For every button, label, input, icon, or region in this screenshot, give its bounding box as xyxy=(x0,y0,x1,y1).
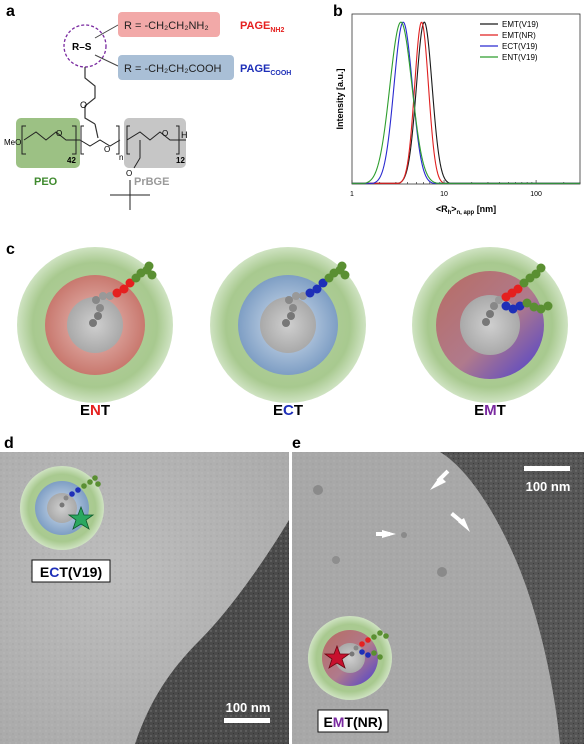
label-box-d xyxy=(31,559,111,583)
panel-letter-d: d xyxy=(4,435,14,452)
panel-letter-e: e xyxy=(292,435,301,452)
label-box-e xyxy=(317,709,389,733)
legend-label: EMT(V19) xyxy=(502,20,539,29)
plot-frame xyxy=(351,13,581,185)
inset-micelle-emt xyxy=(308,616,392,700)
y-axis-label: Intensity [a.u.] xyxy=(335,68,345,129)
scalebar-label-e: 100 nm xyxy=(526,479,571,494)
series-line xyxy=(352,21,580,184)
amine-formula: R = -CH₂CH₂NH₂ xyxy=(124,20,209,32)
legend-label: EMT(NR) xyxy=(502,31,536,40)
micelle-label-emt: EMT xyxy=(474,402,506,419)
polymer-chain-ect xyxy=(282,261,350,327)
oxygen-sidechain: O xyxy=(80,100,87,110)
repeat-n: n xyxy=(119,153,123,162)
panel-c: c ENT xyxy=(6,241,568,419)
page-nh2-label: PAGENH2 xyxy=(240,20,284,34)
x-tick-label: 1 xyxy=(350,191,354,198)
x-tick-label: 100 xyxy=(530,191,542,198)
polymer-chain-ent xyxy=(89,261,157,327)
panel-letter-c: c xyxy=(6,241,15,258)
scalebar-d xyxy=(224,718,270,723)
micelle-label-ect: ECT xyxy=(273,402,303,419)
peo-bracket-left xyxy=(21,125,26,155)
prbge-label: PrBGE xyxy=(134,176,169,188)
peo-chain xyxy=(23,131,80,141)
micelle-ect: ECT xyxy=(210,247,366,419)
tbutyl-oxygen: O xyxy=(126,169,132,178)
micelle-ent: ENT xyxy=(17,247,173,419)
meo-label: MeO xyxy=(4,138,21,147)
panel-letter-a: a xyxy=(6,3,15,20)
series-line xyxy=(352,21,580,184)
prbge-oxygen: O xyxy=(162,129,168,138)
peo-repeat-count: 42 xyxy=(67,156,76,165)
x-tick-label: 10 xyxy=(440,191,448,198)
panel-letter-b: b xyxy=(333,3,343,20)
rs-connector-bottom xyxy=(94,54,119,67)
acid-formula: R = -CH₂CH₂COOH xyxy=(124,63,222,75)
inset-micelle-ect xyxy=(20,466,104,550)
panel-b: b Intensity [a.u.] <Rh>n, app [nm] 1 10 10… xyxy=(333,3,581,216)
micelle-emt: EMT xyxy=(412,247,568,419)
panel-e: e 100 nm xyxy=(292,435,584,744)
arrow-icons xyxy=(376,469,470,538)
side-chain xyxy=(84,67,96,125)
dls-chart: Intensity [a.u.] <Rh>n, app [nm] 1 10 100 … xyxy=(335,13,581,216)
amine-box xyxy=(118,12,220,37)
legend-label: ENT(V19) xyxy=(502,53,538,62)
peo-oxygen: O xyxy=(56,129,62,138)
polymer-chain-emt xyxy=(482,263,553,326)
x-axis-label: <Rh>n, app [nm] xyxy=(436,204,496,216)
prbge-core xyxy=(460,295,520,355)
rs-connector-top xyxy=(94,24,119,39)
prbge-chain xyxy=(126,131,186,141)
peo-label: PEO xyxy=(34,176,58,188)
prbge-repeat-count: 12 xyxy=(176,156,185,165)
scalebar-e xyxy=(524,466,570,471)
fluorophore-star-icon xyxy=(67,505,95,530)
rs-label: R–S xyxy=(72,42,92,53)
side-chain-link xyxy=(94,123,99,139)
middle-chain xyxy=(79,139,121,147)
scalebar-label-d: 100 nm xyxy=(226,700,271,715)
tbutyl-link xyxy=(133,140,141,169)
legend-label: ECT(V19) xyxy=(502,42,538,51)
acid-box xyxy=(118,55,234,80)
middle-bracket-left xyxy=(80,125,84,155)
peo-box xyxy=(16,118,80,168)
middle-bracket-right xyxy=(116,125,120,155)
series-line xyxy=(352,21,580,184)
label-ect-v19: ECT(V19) xyxy=(40,564,102,580)
middle-oxygen: O xyxy=(104,145,110,154)
panel-a: a R–S R = -CH₂CH₂NH₂ PAGENH2 R = -CH₂CH₂… xyxy=(4,3,291,210)
label-emt-nr: EMT(NR) xyxy=(323,714,382,730)
terminal-h: H xyxy=(181,130,188,140)
page-cooh-label: PAGECOOH xyxy=(240,63,291,77)
micelle-label-ent: ENT xyxy=(80,402,110,419)
series-line xyxy=(352,21,580,184)
panel-d: d ECT(V19) 100 nm xyxy=(0,435,289,744)
fluorophore-star-icon xyxy=(323,644,351,669)
